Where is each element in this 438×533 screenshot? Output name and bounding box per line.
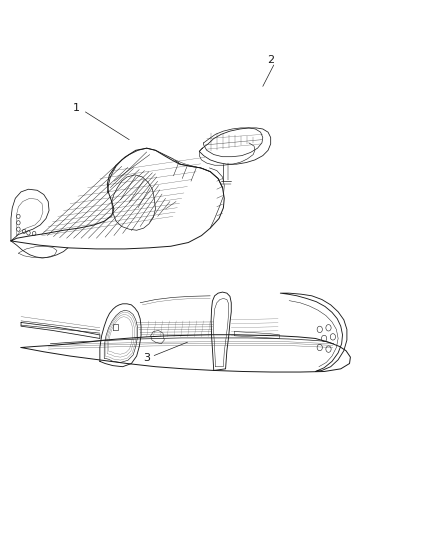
Text: 3: 3: [143, 353, 150, 363]
Text: 1: 1: [73, 103, 80, 112]
Text: 2: 2: [267, 55, 274, 65]
